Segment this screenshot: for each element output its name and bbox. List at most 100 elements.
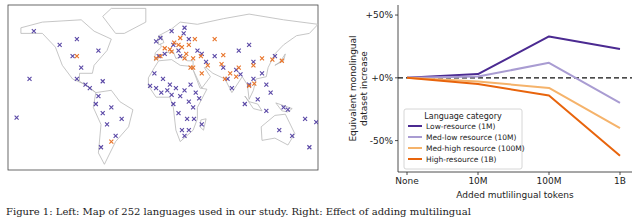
legend-label: Med-high resource (100M): [426, 144, 525, 153]
language-point: [187, 37, 191, 41]
y-axis: [398, 5, 399, 172]
language-point: [251, 77, 255, 81]
y-axis-label: dataset increase: [359, 51, 369, 126]
language-point: [94, 102, 98, 106]
language-point: [191, 56, 195, 60]
language-point: [247, 43, 251, 47]
x-axis: [398, 172, 632, 173]
language-point: [191, 105, 195, 109]
language-point: [174, 86, 178, 90]
language-point: [71, 54, 75, 58]
language-point: [178, 54, 182, 58]
language-point: [200, 122, 204, 126]
language-point: [172, 41, 176, 45]
x-tick-label: 10M: [468, 176, 487, 186]
language-point: [286, 108, 290, 112]
land: [200, 119, 206, 130]
y-tick-label: +50%: [365, 10, 393, 20]
land: [245, 96, 262, 111]
language-point: [177, 49, 181, 53]
legend: Language categoryLow-resource (1M)Med-lo…: [404, 109, 525, 169]
legend-swatch: [408, 147, 422, 149]
language-point: [170, 50, 174, 54]
language-point: [84, 83, 88, 87]
x-tick: [407, 172, 408, 175]
language-point: [75, 37, 79, 41]
y-axis-label: Equivalent monolingual: [348, 35, 358, 141]
x-tick: [549, 172, 550, 175]
language-point: [114, 134, 118, 138]
x-axis-label: Added mutlilingual tokens: [456, 190, 574, 200]
language-point: [109, 140, 113, 144]
x-tick-label: 100M: [537, 176, 562, 186]
language-point: [192, 117, 196, 121]
language-point: [256, 97, 260, 101]
language-point: [252, 82, 256, 86]
language-point: [197, 96, 201, 100]
plot-area: [398, 36, 632, 155]
language-point: [193, 37, 197, 41]
caption: Figure 1: Left: Map of 252 languages use…: [6, 206, 471, 217]
x-tick: [620, 172, 621, 175]
language-point: [213, 37, 217, 41]
language-point: [99, 145, 103, 149]
language-point: [187, 128, 191, 132]
canvas: +50%+0%-50%None10M100M1BAdded mutlilingu…: [0, 0, 640, 220]
language-point: [243, 102, 247, 106]
language-point: [237, 49, 241, 53]
language-point: [178, 36, 182, 40]
legend-box: [404, 109, 522, 169]
language-point: [180, 45, 184, 49]
language-point: [282, 105, 286, 109]
y-tick-label: -50%: [370, 136, 394, 146]
language-point: [270, 58, 274, 62]
language-point: [221, 53, 225, 57]
language-point: [195, 49, 199, 53]
language-point: [148, 84, 152, 88]
language-point: [290, 134, 294, 138]
language-point: [120, 117, 124, 121]
language-point: [158, 54, 162, 58]
language-point: [260, 71, 264, 75]
language-point: [32, 29, 36, 33]
language-point: [183, 56, 187, 60]
legend-swatch: [408, 125, 422, 127]
language-point: [177, 111, 181, 115]
land: [261, 114, 295, 145]
legend-swatch: [408, 158, 422, 160]
language-point: [161, 77, 165, 81]
y-tick: [395, 77, 398, 78]
land: [93, 90, 133, 164]
language-point: [213, 54, 217, 58]
land: [275, 54, 285, 65]
series-line: [407, 63, 620, 103]
language-point: [177, 43, 181, 47]
language-point: [154, 86, 158, 90]
language-point: [154, 39, 158, 43]
language-point: [58, 43, 62, 47]
y-tick: [395, 140, 398, 141]
language-point: [189, 66, 193, 70]
y-tick: [395, 15, 398, 16]
language-point: [168, 83, 172, 87]
language-point: [158, 36, 162, 40]
legend-label: Med-low resource (10M): [426, 133, 517, 142]
language-point: [15, 116, 19, 120]
language-point: [314, 120, 318, 124]
language-point: [159, 91, 163, 95]
language-point: [163, 52, 167, 56]
land: [276, 103, 292, 112]
language-point: [189, 83, 193, 87]
language-point: [307, 145, 311, 149]
language-point: [273, 54, 277, 58]
legend-swatch: [408, 136, 422, 138]
land: [158, 36, 164, 45]
language-point: [237, 66, 241, 70]
language-point: [165, 88, 169, 92]
language-point: [206, 63, 210, 67]
land: [103, 8, 146, 33]
language-point: [303, 117, 307, 121]
language-point: [247, 84, 251, 88]
language-point: [228, 71, 232, 75]
language-point: [264, 109, 268, 113]
